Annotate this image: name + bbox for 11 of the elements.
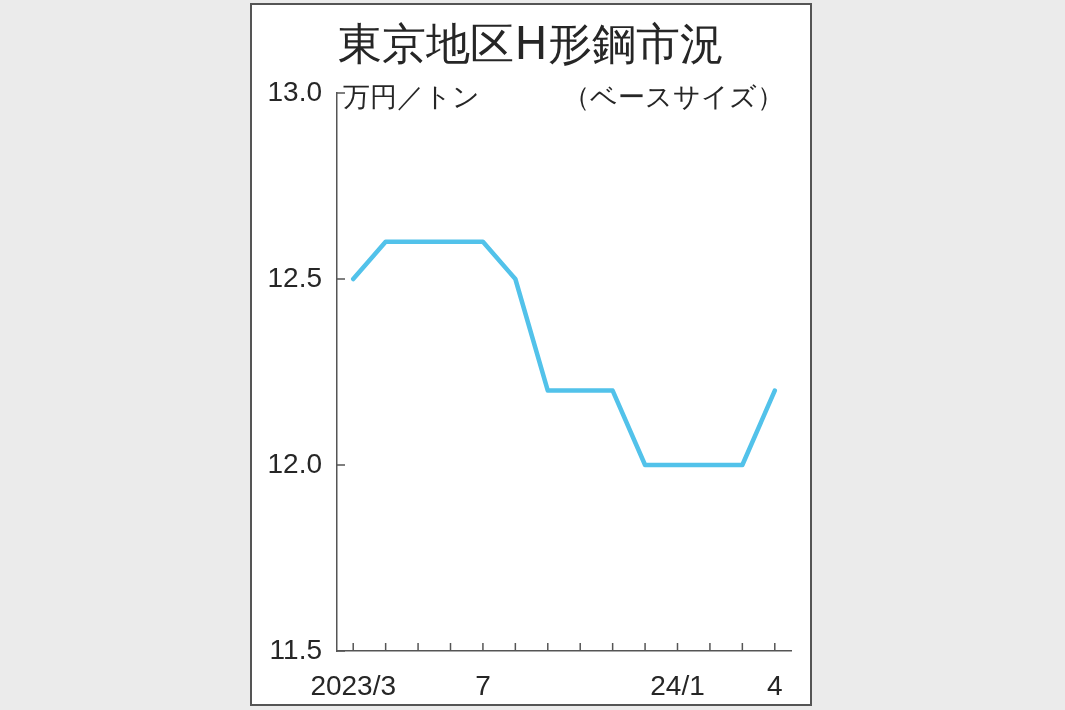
y-axis-title: 万円／トン xyxy=(343,81,480,112)
y-tick-label: 13.0 xyxy=(267,75,322,107)
x-tick-label: 7 xyxy=(475,669,491,701)
x-tick-label: 2023/3 xyxy=(310,669,397,701)
y-tick-label: 12.5 xyxy=(267,261,322,293)
x-tick-label: 4 xyxy=(767,669,783,701)
y-tick-label: 12.0 xyxy=(267,447,322,479)
x-tick-label: 24/1 xyxy=(650,669,705,701)
y-tick-label: 11.5 xyxy=(269,633,322,665)
chart-subtitle: （ベースサイズ） xyxy=(563,81,784,112)
chart-title: 東京地区H形鋼市況 xyxy=(337,18,725,69)
